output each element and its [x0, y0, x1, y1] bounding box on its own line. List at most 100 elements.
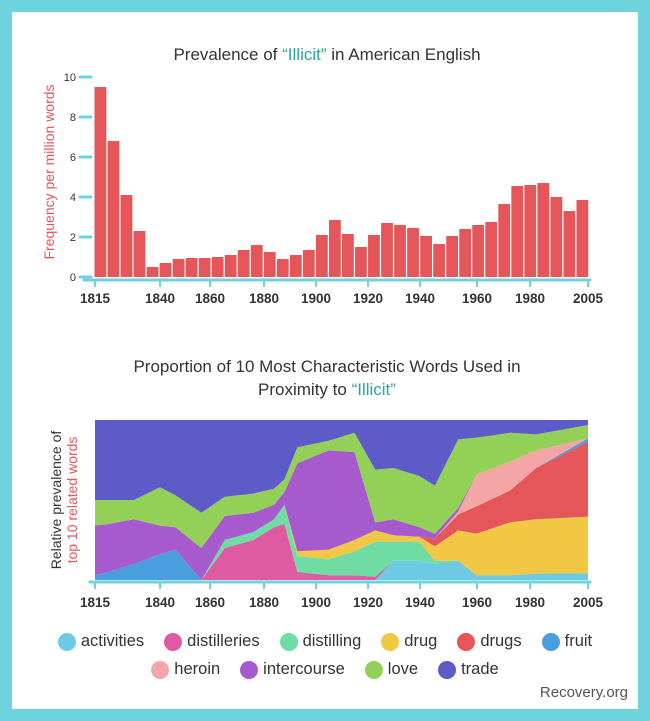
- x-tick-label: 1840: [145, 595, 175, 610]
- x-tick-label: 1980: [515, 595, 545, 610]
- legend-swatch: [164, 632, 183, 651]
- y-tick-label: 8: [70, 112, 76, 124]
- legend-swatch: [438, 660, 457, 679]
- y-tick-label: 4: [70, 192, 76, 204]
- legend-item-activities: activities: [57, 632, 145, 651]
- bar: [198, 258, 211, 277]
- legend-item-distilling: distilling: [279, 632, 362, 651]
- x-tick-label: 1920: [353, 291, 383, 306]
- bar: [237, 250, 250, 277]
- legend-item-fruit: fruit: [541, 632, 593, 651]
- legend-label: distilleries: [187, 632, 260, 650]
- area-chart-ylabel-line1: Relative prevalence of: [48, 431, 64, 570]
- legend-label: fruit: [564, 632, 593, 650]
- bar: [159, 263, 172, 277]
- bar: [537, 183, 550, 277]
- area-series-trade: [95, 420, 588, 513]
- bar: [224, 255, 237, 277]
- bar: [394, 225, 406, 277]
- bar: [472, 225, 485, 277]
- bar: [511, 186, 524, 277]
- legend-swatch: [541, 632, 560, 651]
- legend-swatch: [279, 632, 298, 651]
- bar: [315, 235, 328, 277]
- bar: [107, 141, 120, 277]
- area-series-activities: [95, 560, 588, 580]
- area-series-intercourse: [95, 438, 588, 580]
- bar: [550, 197, 563, 277]
- legend-label: drug: [404, 632, 438, 650]
- area-series-distilleries: [95, 524, 588, 580]
- x-tick-label: 1860: [195, 595, 225, 610]
- bar: [211, 257, 224, 277]
- bar-chart-title-after: in American English: [327, 45, 481, 64]
- legend-label: love: [387, 660, 419, 678]
- x-tick-label: 1860: [195, 291, 225, 306]
- x-tick-label: 1900: [301, 291, 331, 306]
- area-series-fruit: [95, 438, 588, 580]
- bar: [172, 259, 185, 277]
- y-tick-label: 10: [64, 72, 76, 84]
- x-tick-label: 2005: [573, 291, 604, 306]
- area-chart-ylabel-line2: top 10 related words: [64, 437, 80, 564]
- bar: [498, 204, 511, 277]
- area-chart-x-axis: 1815 1840 1860 1880 1900 1920 1940 1960 1980 2005: [80, 583, 604, 610]
- bar: [302, 250, 315, 277]
- bar: [576, 200, 589, 277]
- bar-chart-y-axis: 0 2 4 6 8 10: [64, 72, 93, 284]
- bar-chart-title-highlight: “Illicit”: [282, 45, 327, 64]
- legend-item-distilleries: distilleries: [164, 632, 260, 651]
- legend-swatch: [151, 660, 170, 679]
- bar-chart-bars: [94, 87, 589, 277]
- area-series-drugs: [95, 441, 588, 580]
- x-tick-label: 1960: [462, 291, 492, 306]
- area-chart-areas: [95, 420, 588, 580]
- x-tick-label: 2005: [573, 595, 604, 610]
- area-series-love: [95, 425, 588, 548]
- bar-chart-title-before: Prevalence of: [173, 45, 282, 64]
- bar: [185, 258, 198, 277]
- area-chart-title-line2-before: Proximity to: [258, 380, 352, 399]
- legend-item-heroin: heroin: [151, 660, 220, 679]
- bar: [459, 229, 472, 277]
- x-tick-label: 1940: [405, 291, 435, 306]
- y-tick-label: 6: [70, 152, 76, 164]
- area-chart-title-line1: Proportion of 10 Most Characteristic Wor…: [133, 357, 520, 376]
- legend-item-drugs: drugs: [457, 632, 522, 651]
- legend-row-1: activities distilleries distilling drug drug…: [0, 632, 650, 651]
- x-tick-label: 1880: [249, 291, 279, 306]
- legend-label: intercourse: [263, 660, 345, 678]
- bar: [342, 234, 354, 277]
- y-tick-label: 0: [70, 272, 76, 284]
- bar: [276, 259, 289, 277]
- bar: [446, 236, 459, 277]
- legend-swatch: [57, 632, 76, 651]
- bar: [420, 236, 432, 277]
- bar: [524, 185, 537, 277]
- legend-label: drugs: [480, 632, 522, 650]
- area-chart-title-line2-highlight: “Illicit”: [352, 380, 397, 399]
- legend-label: trade: [461, 660, 499, 678]
- legend-item-intercourse: intercourse: [240, 660, 345, 679]
- area-series-heroin: [95, 438, 588, 580]
- y-tick-label: 2: [70, 232, 76, 244]
- x-tick-label: 1815: [80, 291, 111, 306]
- x-tick-label: 1960: [462, 595, 492, 610]
- x-tick-label: 1980: [515, 291, 545, 306]
- bar: [133, 231, 146, 277]
- legend-label: activities: [80, 632, 145, 650]
- bar-chart-title: Prevalence of “Illicit” in American Engl…: [173, 45, 480, 64]
- x-tick-label: 1815: [80, 595, 111, 610]
- legend-label: distilling: [302, 632, 362, 650]
- legend-label: heroin: [174, 660, 221, 678]
- area-series-distilling: [95, 504, 588, 580]
- area-series-drug: [95, 504, 588, 580]
- x-tick-label: 1880: [249, 595, 279, 610]
- source-label: Recovery.org: [539, 684, 628, 701]
- bar-chart-x-axis: 1815 1840 1860 1880 1900 1920 1940 1960 1980 2005: [80, 281, 604, 306]
- bar: [146, 267, 159, 277]
- legend-row-2: heroin intercourse love trade: [0, 660, 650, 679]
- legend-swatch: [457, 632, 476, 651]
- bar: [407, 228, 419, 277]
- bar: [328, 220, 341, 277]
